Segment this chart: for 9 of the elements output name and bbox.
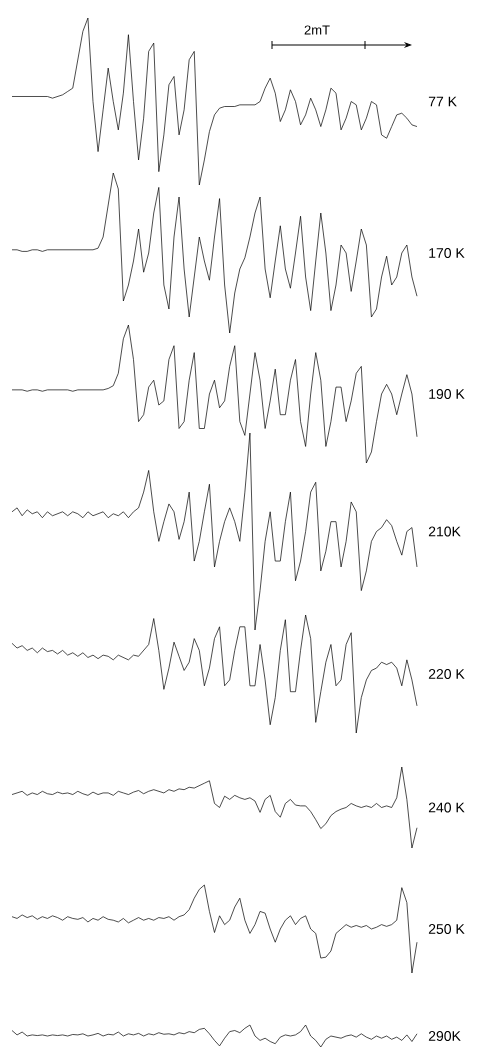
series-label: 190 K — [429, 389, 465, 399]
series-label: 240 K — [428, 802, 465, 813]
series-label: 170 K — [429, 248, 465, 258]
annotation: 2mT — [304, 25, 330, 35]
series-label: 77 K — [428, 96, 457, 107]
series-label: 220 K — [428, 669, 465, 679]
series-label: 210K — [428, 526, 461, 537]
series-label: 290K — [428, 1031, 461, 1041]
series-label: 250 K — [428, 924, 465, 934]
